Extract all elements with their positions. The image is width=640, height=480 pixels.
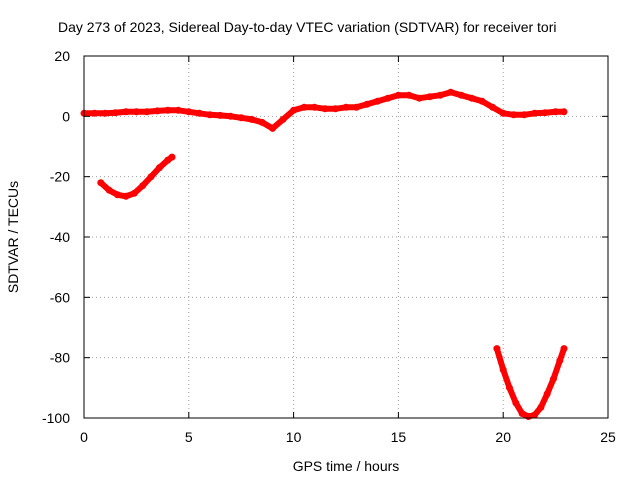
- chart-title: Day 273 of 2023, Sidereal Day-to-day VTE…: [58, 19, 557, 35]
- data-point: [342, 103, 350, 111]
- data-point: [499, 366, 507, 374]
- data-point: [363, 100, 371, 108]
- data-point: [373, 97, 381, 105]
- data-point: [279, 115, 287, 123]
- data-point: [468, 94, 476, 102]
- x-tick-label: 25: [600, 429, 616, 445]
- data-point: [290, 106, 298, 114]
- data-point: [353, 103, 360, 111]
- data-point: [512, 399, 520, 407]
- data-point: [394, 91, 402, 99]
- labels-layer: 0 5 10 15 20 25 -100 -80 -60 -40 -20 0 20: [42, 48, 616, 445]
- data-point: [436, 91, 444, 99]
- y-tick-label: 0: [62, 108, 70, 124]
- data-point: [105, 186, 113, 194]
- data-point: [537, 403, 545, 411]
- data-point: [520, 111, 528, 119]
- data-point: [237, 114, 245, 122]
- data-point: [168, 153, 176, 161]
- y-tick-label: -80: [50, 350, 70, 366]
- data-point: [405, 91, 413, 99]
- data-point: [156, 164, 163, 172]
- x-tick-label: 0: [80, 429, 88, 445]
- data-point: [489, 103, 497, 111]
- series-line: [97, 154, 175, 200]
- x-tick-label: 10: [286, 429, 302, 445]
- data-point: [258, 118, 266, 126]
- data-point: [506, 384, 513, 392]
- series-main-track: [80, 88, 568, 132]
- data-point: [426, 93, 434, 101]
- data-point: [206, 111, 214, 119]
- data-point: [227, 112, 235, 120]
- data-point: [111, 109, 119, 117]
- data-point: [139, 182, 147, 190]
- y-tick-label: -40: [50, 229, 70, 245]
- data-point: [174, 106, 182, 114]
- data-point: [122, 192, 130, 200]
- data-point: [114, 191, 121, 199]
- y-tick-label: -20: [50, 169, 70, 185]
- data-point: [130, 189, 138, 197]
- data-point: [552, 108, 560, 116]
- series-late-arc: [493, 345, 568, 420]
- data-point: [499, 109, 507, 117]
- data-point: [556, 357, 564, 365]
- y-tick-label: 20: [54, 48, 70, 64]
- x-tick-label: 15: [391, 429, 407, 445]
- data-point: [91, 109, 98, 117]
- data-point: [478, 97, 486, 105]
- y-axis-title: SDTVAR / TECUs: [5, 181, 21, 293]
- data-point: [531, 109, 539, 117]
- data-point: [560, 345, 568, 353]
- data-point: [143, 108, 151, 116]
- series-early-arc: [97, 153, 176, 200]
- data-point: [384, 94, 392, 102]
- y-tick-label: -100: [42, 410, 70, 426]
- ticks-layer: [83, 55, 609, 419]
- data-point: [122, 108, 130, 116]
- data-point: [300, 103, 308, 111]
- data-point: [560, 108, 568, 116]
- data-point: [248, 115, 256, 123]
- data-point: [147, 173, 155, 181]
- x-axis-title: GPS time / hours: [293, 458, 400, 474]
- data-point: [550, 375, 557, 383]
- data-point: [164, 106, 172, 114]
- data-point: [269, 124, 277, 132]
- data-point: [510, 111, 518, 119]
- data-point: [311, 103, 319, 111]
- data-point: [543, 390, 551, 398]
- data-point: [415, 94, 423, 102]
- data-point: [97, 179, 105, 187]
- data-point: [457, 91, 465, 99]
- data-point: [524, 413, 532, 420]
- data-point: [185, 108, 193, 116]
- data-point: [321, 105, 329, 113]
- data-point: [132, 108, 140, 116]
- data-point: [195, 109, 203, 117]
- data-point: [531, 411, 539, 419]
- y-tick-label: -60: [50, 289, 70, 305]
- data-point: [101, 109, 109, 117]
- x-tick-label: 20: [495, 429, 511, 445]
- data-point: [153, 107, 161, 115]
- data-point: [541, 109, 549, 117]
- series-layer: [80, 88, 568, 420]
- data-point: [447, 88, 455, 96]
- data-point: [216, 111, 224, 119]
- x-tick-label: 5: [185, 429, 193, 445]
- data-point: [332, 105, 339, 113]
- data-point: [493, 345, 501, 353]
- data-point: [518, 410, 526, 417]
